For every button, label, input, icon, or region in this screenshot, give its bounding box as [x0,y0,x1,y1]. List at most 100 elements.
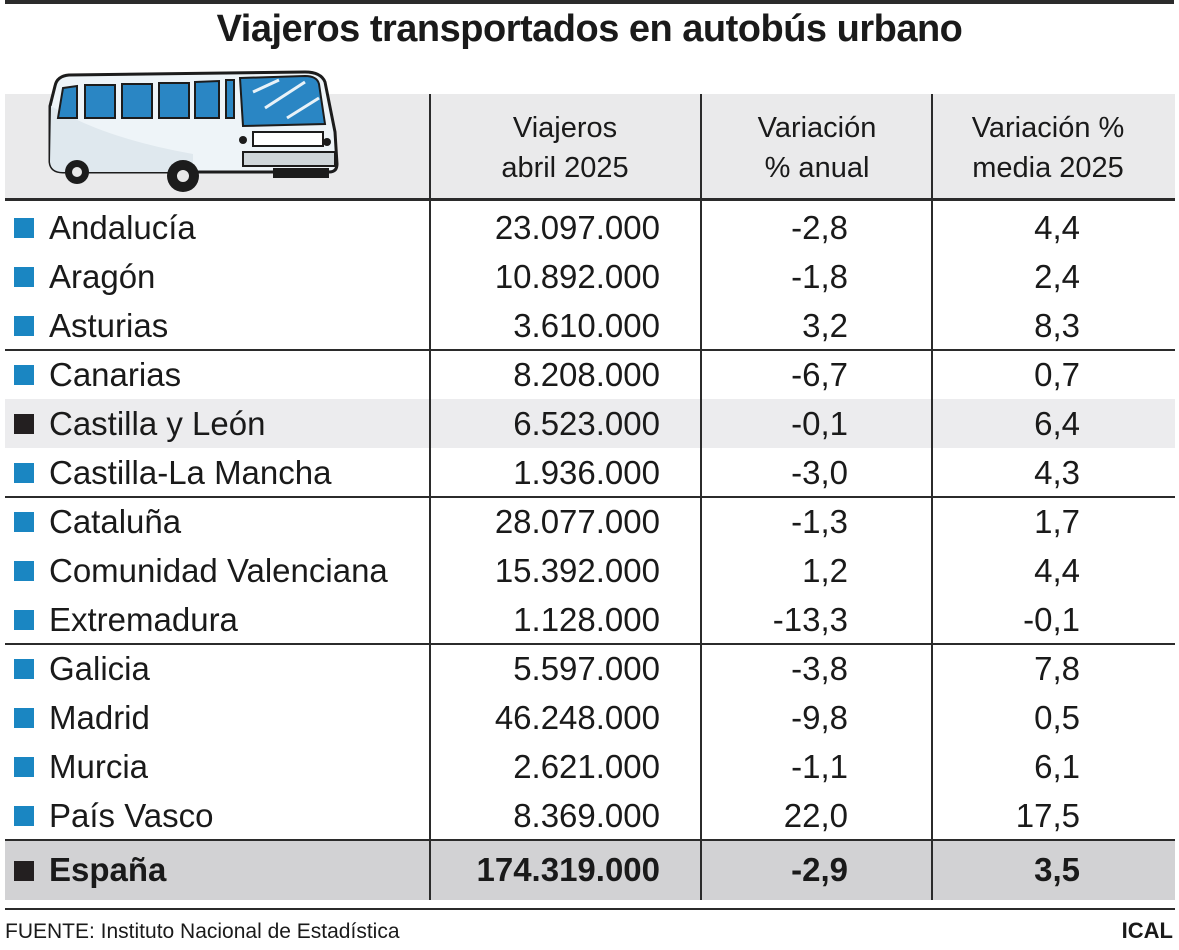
variacion-anual-value: 22,0 [783,797,848,834]
variacion-anual-value: -13,3 [772,601,848,638]
table-row: Aragón 10.892.000 -1,8 2,4 [5,252,1175,301]
variacion-anual-value: -0,1 [791,405,848,442]
region-marker [14,218,34,238]
table-row: País Vasco 8.369.000 22,0 17,5 [5,791,1175,840]
column-header-variacion-anual-line2: % anual [764,152,870,184]
region-name: Andalucía [49,209,196,246]
region-name: Asturias [49,307,169,344]
variacion-anual-value: 1,2 [802,552,848,589]
region-marker [14,561,34,581]
viajeros-value: 5.597.000 [513,650,660,687]
table-row: Cataluña 28.077.000 -1,3 1,7 [5,497,1175,546]
region-marker [14,365,34,385]
chart-title: Viajeros transportados en autobús urbano [216,8,963,50]
variacion-anual-value: -9,8 [791,699,848,736]
variacion-anual-value: -6,7 [791,356,848,393]
column-header-viajeros-line1: Viajeros [512,112,618,144]
variacion-media-value: 4,4 [1034,209,1080,246]
region-name: Madrid [49,699,150,736]
table-row: Castilla-La Mancha 1.936.000 -3,0 4,3 [5,448,1175,497]
table-row: Comunidad Valenciana 15.392.000 1,2 4,4 [5,546,1175,595]
variacion-media-value: 8,3 [1034,307,1080,344]
region-name: Comunidad Valenciana [49,552,388,589]
variacion-media-value: 6,1 [1034,748,1080,785]
viajeros-value: 8.369.000 [513,797,660,834]
group-rule [5,839,1175,841]
data-table: Viajeros abril 2025 Variación % anual Va… [5,70,1175,900]
region-name: Murcia [49,748,149,785]
region-name: Cataluña [49,503,182,540]
variacion-anual-value: -3,0 [791,454,848,491]
variacion-anual-value: -2,8 [791,209,848,246]
variacion-media-value: 0,7 [1034,356,1080,393]
total-row: España 174.319.000 -2,9 3,5 [5,840,1175,900]
variacion-anual-value: -3,8 [791,650,848,687]
source-note: FUENTE: Instituto Nacional de Estadístic… [5,920,400,943]
viajeros-value: 1.128.000 [513,601,660,638]
viajeros-value: 1.936.000 [513,454,660,491]
variacion-anual-value: -1,3 [791,503,848,540]
region-marker [14,463,34,483]
column-header-variacion-media-line2: media 2025 [972,152,1124,184]
variacion-media-value: 1,7 [1034,503,1080,540]
region-marker [14,610,34,630]
viajeros-value: 28.077.000 [494,503,660,540]
region-name: Canarias [49,356,182,393]
table-row: Madrid 46.248.000 -9,8 0,5 [5,693,1175,742]
header-rule [5,198,1175,201]
region-name: Aragón [49,258,156,295]
viajeros-value: 46.248.000 [494,699,660,736]
group-rule [5,496,1175,498]
bus-icon [48,70,339,192]
table-row: Castilla y León 6.523.000 -0,1 6,4 [5,399,1175,448]
region-marker [14,806,34,826]
region-name: Castilla y León [49,405,266,442]
region-name: Castilla-La Mancha [49,454,332,491]
variacion-anual-value: -1,8 [791,258,848,295]
table-row: Extremadura 1.128.000 -13,3 -0,1 [5,595,1175,644]
viajeros-value: 10.892.000 [494,258,660,295]
region-marker [14,708,34,728]
table-row: Andalucía 23.097.000 -2,8 4,4 [5,203,1175,252]
column-header-viajeros-line2: abril 2025 [501,152,629,184]
column-header-variacion-anual-line1: Variación [757,112,877,144]
column-divider [700,94,702,900]
column-divider [429,94,431,900]
table-row: Murcia 2.621.000 -1,1 6,1 [5,742,1175,791]
variacion-media-value: 7,8 [1034,650,1080,687]
region-name: Galicia [49,650,150,687]
viajeros-value: 6.523.000 [513,405,660,442]
viajeros-value: 23.097.000 [494,209,660,246]
group-rule [5,349,1175,351]
variacion-media-value: 4,3 [1034,454,1080,491]
bottom-rule [5,908,1175,910]
brand-logo: ICAL [1121,918,1173,943]
variacion-anual-value: -1,1 [791,748,848,785]
variacion-media-value: 6,4 [1034,405,1080,442]
viajeros-value: 2.621.000 [513,748,660,785]
table-row: Canarias 8.208.000 -6,7 0,7 [5,350,1175,399]
total-marker [14,861,34,881]
total-variacion-anual-value: -2,9 [791,851,848,888]
column-header-variacion-media: Variación % media 2025 [933,108,1163,188]
column-header-variacion-anual: Variación % anual [702,108,932,188]
variacion-media-value: -0,1 [1023,601,1080,638]
region-marker [14,512,34,532]
total-viajeros-value: 174.319.000 [476,851,660,888]
region-marker [14,267,34,287]
region-marker [14,414,34,434]
variacion-anual-value: 3,2 [802,307,848,344]
column-divider [931,94,933,900]
group-rule [5,643,1175,645]
region-marker [14,659,34,679]
total-variacion-media-value: 3,5 [1034,851,1080,888]
total-name: España [49,851,167,888]
variacion-media-value: 2,4 [1034,258,1080,295]
viajeros-value: 15.392.000 [494,552,660,589]
table-row: Asturias 3.610.000 3,2 8,3 [5,301,1175,350]
region-marker [14,757,34,777]
top-rule [5,0,1174,4]
viajeros-value: 8.208.000 [513,356,660,393]
viajeros-value: 3.610.000 [513,307,660,344]
column-header-variacion-media-line1: Variación % [971,112,1125,144]
